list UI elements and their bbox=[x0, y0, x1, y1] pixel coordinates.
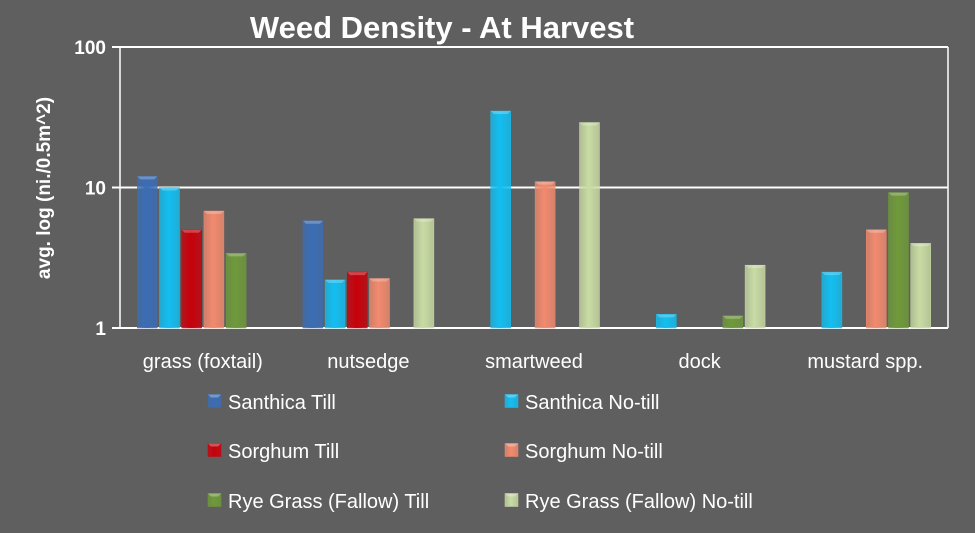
legend-label: Rye Grass (Fallow) No-till bbox=[525, 491, 753, 513]
bar-top-bevel bbox=[203, 211, 224, 215]
bar bbox=[324, 279, 346, 329]
legend: Santhica Till Santhica No-till Sorghum Til… bbox=[207, 392, 753, 513]
bar bbox=[347, 271, 368, 329]
category-label: dock bbox=[678, 351, 721, 373]
legend-label: Rye Grass (Fallow) Till bbox=[228, 491, 429, 513]
bar bbox=[413, 218, 435, 329]
category-label: nutsedge bbox=[327, 351, 409, 373]
bar bbox=[159, 187, 180, 329]
bar-top-bevel bbox=[535, 181, 556, 185]
legend-swatch bbox=[207, 394, 222, 408]
bar-top-bevel bbox=[181, 229, 202, 233]
bar bbox=[137, 176, 158, 329]
bar-top-bevel bbox=[159, 187, 180, 191]
bar-top-bevel bbox=[137, 176, 158, 180]
legend-swatch-bevel bbox=[208, 443, 221, 447]
bar bbox=[888, 192, 909, 329]
y-tick-labels: 1 10 100 bbox=[74, 38, 106, 340]
bar-top-bevel bbox=[888, 192, 909, 196]
chart-title: Weed Density - At Harvest bbox=[250, 10, 634, 45]
gridlines bbox=[112, 46, 949, 329]
bar bbox=[656, 314, 677, 329]
legend-label: Santhica No-till bbox=[525, 392, 660, 414]
bar-top-bevel bbox=[910, 243, 931, 247]
bar bbox=[579, 122, 600, 329]
bar-top-bevel bbox=[745, 265, 766, 269]
bar-top-bevel bbox=[722, 315, 743, 319]
bar-top-bevel bbox=[866, 229, 887, 233]
legend-swatch-bevel bbox=[505, 493, 518, 497]
legend-swatch-bevel bbox=[208, 493, 221, 497]
legend-label: Sorghum Till bbox=[228, 441, 339, 463]
bar bbox=[744, 264, 766, 329]
legend-swatch bbox=[504, 443, 519, 457]
legend-swatch bbox=[504, 394, 519, 408]
bar-top-bevel bbox=[347, 272, 368, 276]
legend-swatch bbox=[207, 443, 222, 457]
bar-top-bevel bbox=[369, 278, 390, 282]
legend-swatch-bevel bbox=[505, 394, 518, 398]
bar bbox=[534, 181, 556, 329]
legend-label: Sorghum No-till bbox=[525, 441, 663, 463]
bar bbox=[203, 210, 225, 329]
bar-top-bevel bbox=[490, 111, 511, 115]
bar bbox=[302, 220, 324, 329]
bar bbox=[490, 110, 511, 329]
bar-top-bevel bbox=[302, 220, 323, 224]
bar bbox=[910, 243, 931, 329]
category-label: smartweed bbox=[485, 351, 583, 373]
bar bbox=[369, 278, 390, 329]
bar bbox=[866, 229, 887, 329]
bar bbox=[225, 253, 247, 329]
bar-top-bevel bbox=[226, 253, 247, 257]
bar-top-bevel bbox=[579, 122, 600, 126]
y-tick-label: 1 bbox=[95, 319, 106, 340]
category-label: grass (foxtail) bbox=[143, 351, 263, 373]
bar bbox=[722, 315, 744, 329]
legend-swatch bbox=[504, 493, 519, 507]
legend-swatch bbox=[207, 493, 222, 507]
y-tick-label: 100 bbox=[74, 38, 106, 59]
category-label: mustard spp. bbox=[807, 351, 923, 373]
bar-top-bevel bbox=[325, 279, 346, 283]
bar bbox=[821, 271, 843, 329]
bar-top-bevel bbox=[413, 218, 434, 222]
legend-swatch-bevel bbox=[208, 394, 221, 398]
category-labels: grass (foxtail) nutsedge smartweed dock must… bbox=[143, 351, 923, 373]
bar bbox=[181, 229, 202, 329]
bar-top-bevel bbox=[656, 314, 677, 318]
bars bbox=[137, 110, 931, 329]
legend-swatch-bevel bbox=[505, 443, 518, 447]
bar-top-bevel bbox=[821, 272, 842, 276]
legend-label: Santhica Till bbox=[228, 392, 336, 414]
y-tick-label: 10 bbox=[85, 179, 106, 200]
y-axis-label: avg. log (ni./0.5m^2) bbox=[34, 97, 55, 279]
